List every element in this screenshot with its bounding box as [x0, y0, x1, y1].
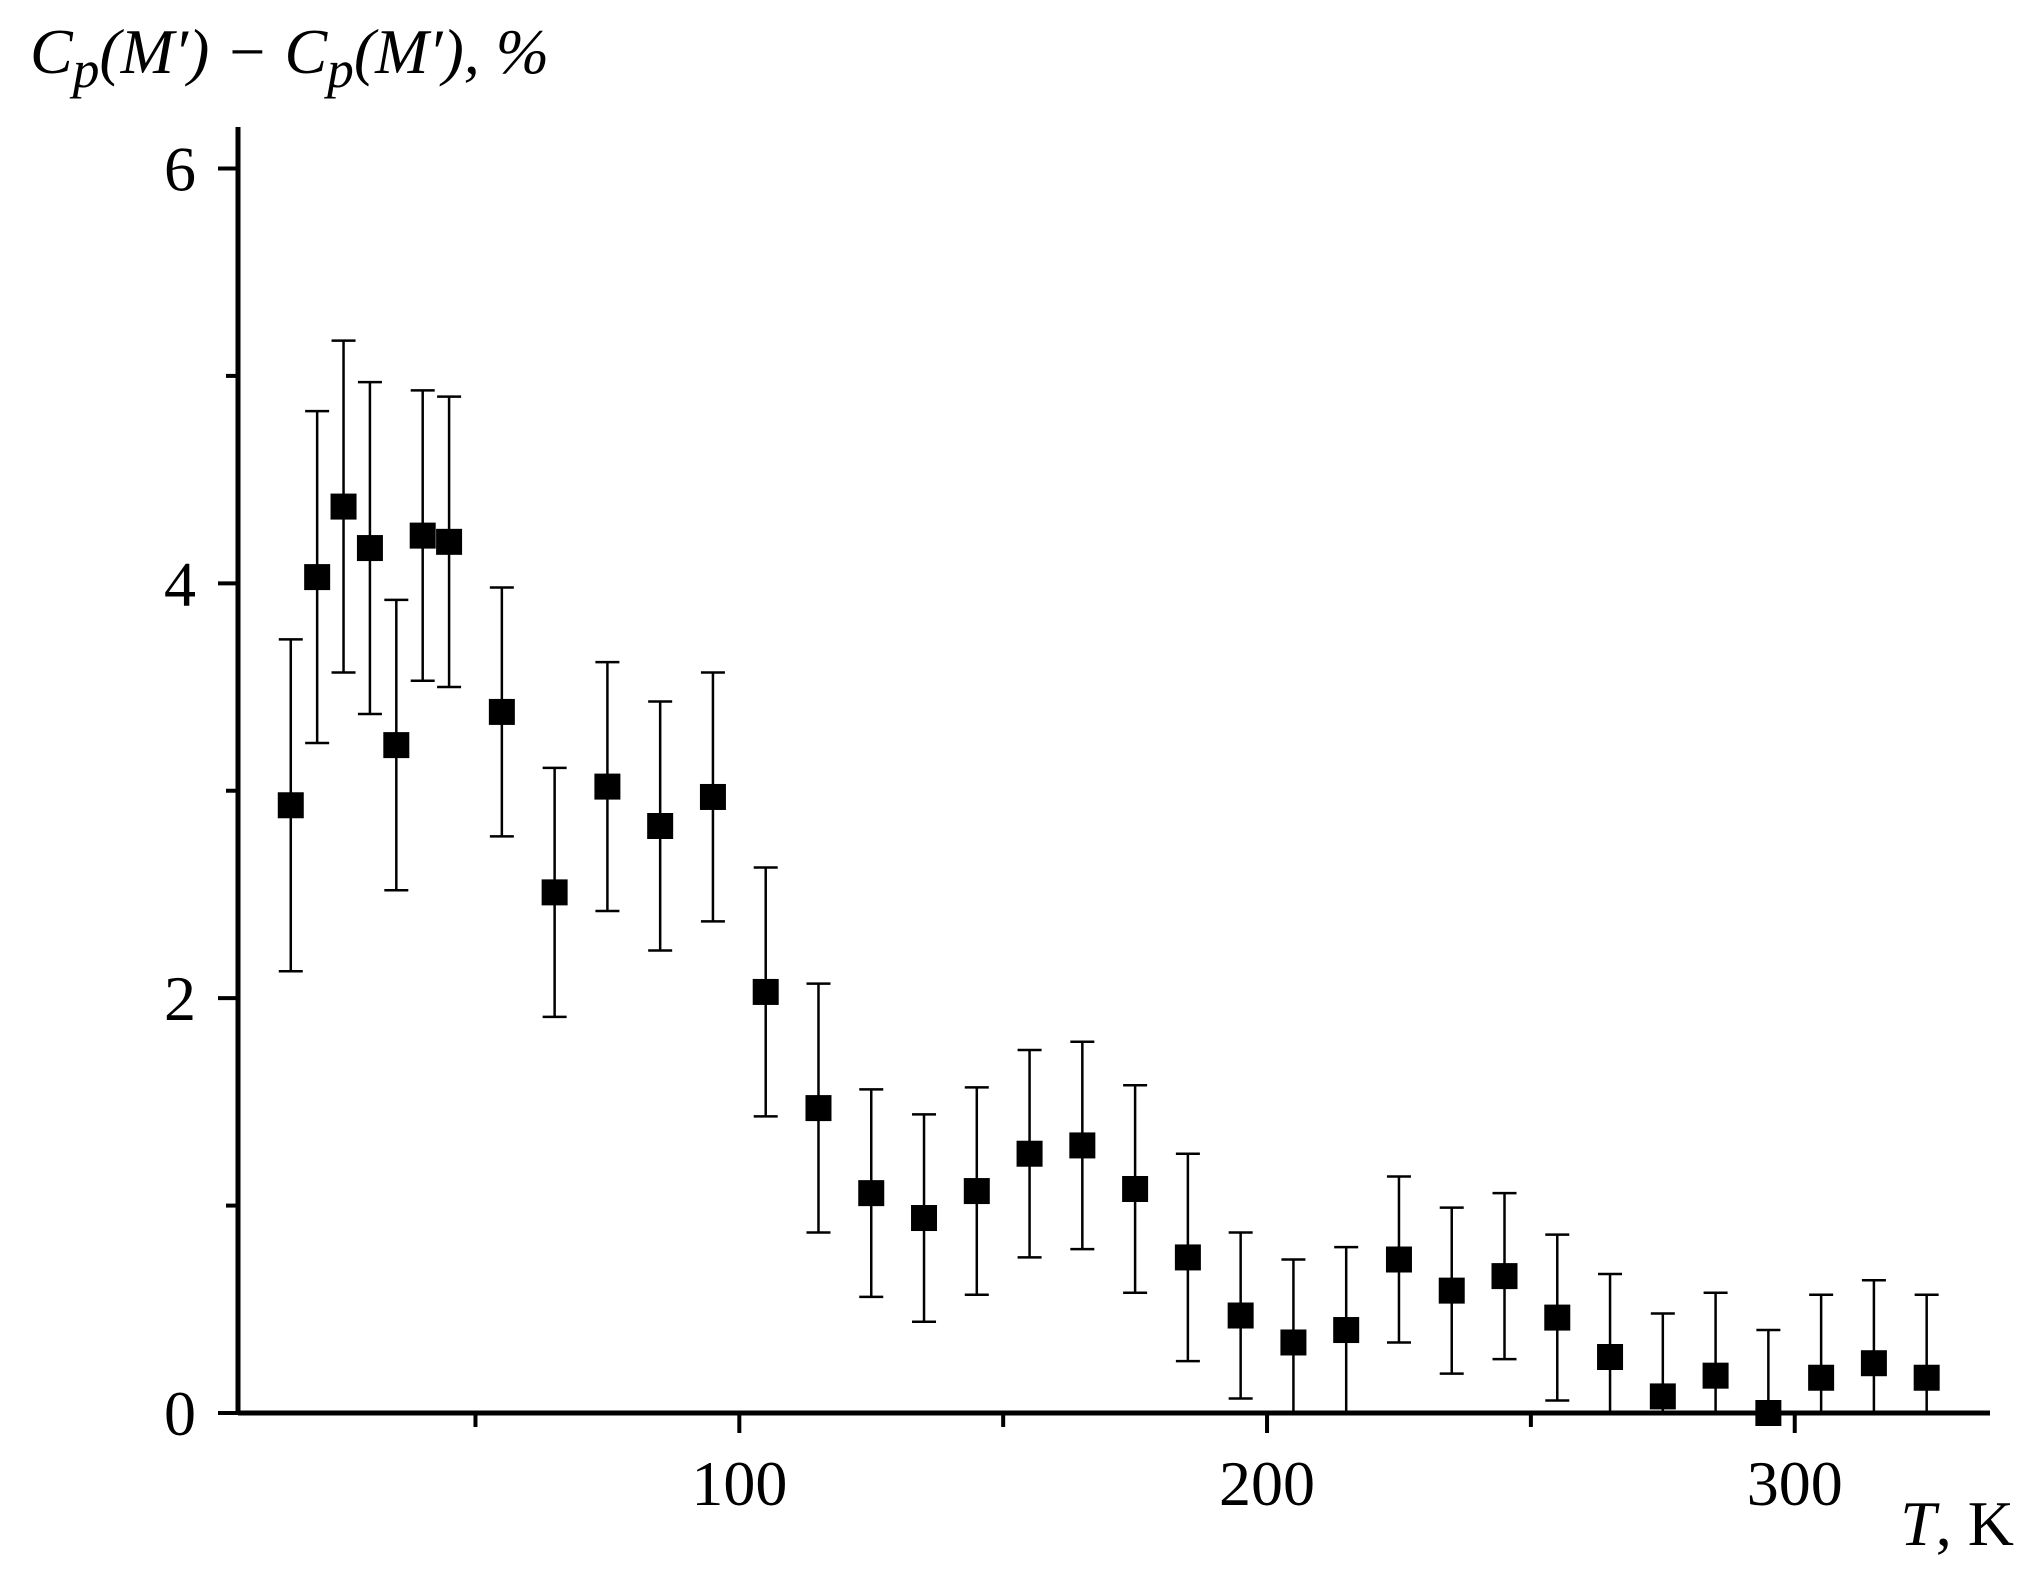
y-tick-label: 0 — [164, 1378, 196, 1449]
x-tick-label: 300 — [1747, 1448, 1843, 1519]
data-point — [1174, 1244, 1201, 1271]
data-points — [277, 493, 1940, 1426]
data-point — [277, 792, 304, 819]
data-point — [911, 1205, 938, 1232]
data-point — [1333, 1317, 1360, 1344]
data-point — [1860, 1350, 1887, 1377]
x-axis-unit: , K — [1935, 1488, 2014, 1559]
error-bars — [278, 339, 1939, 1413]
data-point — [356, 535, 383, 562]
data-point — [304, 564, 331, 591]
y-tick-label: 6 — [164, 133, 196, 204]
x-tick-label: 200 — [1219, 1448, 1315, 1519]
data-point — [1702, 1362, 1729, 1389]
data-point — [752, 978, 779, 1005]
data-point — [699, 783, 726, 810]
data-point — [409, 522, 436, 549]
data-point — [594, 773, 621, 800]
data-point — [1649, 1383, 1676, 1410]
data-point — [1913, 1364, 1940, 1391]
ticks: 0 2 4 6 100 200 300 — [164, 133, 1843, 1519]
y-tick-label: 4 — [164, 548, 196, 619]
data-point — [1597, 1343, 1624, 1370]
data-point — [488, 698, 515, 725]
data-point — [1808, 1364, 1835, 1391]
data-point — [1016, 1140, 1043, 1167]
data-point — [963, 1178, 990, 1205]
data-point — [1122, 1175, 1149, 1202]
x-tick-label: 100 — [691, 1448, 787, 1519]
axes — [235, 127, 1990, 1416]
x-axis-variable: T — [1900, 1488, 1936, 1559]
data-point — [1438, 1277, 1465, 1304]
y-axis-label: Cp(M′) − Cp(M′), % — [30, 16, 550, 99]
y-tick-label: 2 — [164, 963, 196, 1034]
data-point — [1544, 1304, 1571, 1331]
data-point — [647, 813, 674, 840]
data-point — [1755, 1400, 1782, 1426]
data-point — [858, 1180, 885, 1207]
data-point — [1227, 1302, 1254, 1329]
data-point — [1491, 1263, 1518, 1290]
data-point — [436, 528, 463, 555]
data-point — [541, 879, 568, 906]
data-point — [1385, 1246, 1412, 1273]
data-point — [1069, 1132, 1096, 1159]
data-point — [1280, 1329, 1307, 1356]
data-point — [383, 732, 410, 759]
data-point — [805, 1095, 832, 1122]
data-point — [330, 493, 357, 520]
x-axis-label: T, K — [1900, 1486, 2014, 1563]
